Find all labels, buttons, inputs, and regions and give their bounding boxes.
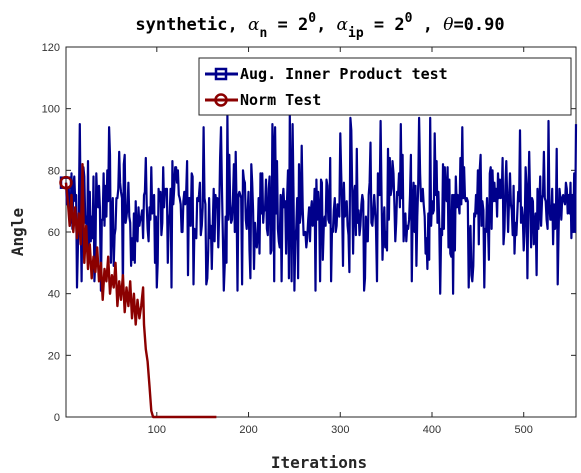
x-tick-label: 100 xyxy=(148,424,166,436)
series-norm-test-line xyxy=(64,162,217,419)
legend-marker-square-icon xyxy=(214,67,228,81)
y-tick-label: 120 xyxy=(42,42,60,54)
x-tick-label: 200 xyxy=(239,424,257,436)
title-alpha-ip-symbol: α xyxy=(337,15,349,35)
y-tick-label: 20 xyxy=(48,350,60,362)
y-tick-label: 40 xyxy=(48,289,60,301)
title-alpha-n-eq: = 2 xyxy=(267,15,308,35)
series-norm-test-marker xyxy=(59,175,73,190)
chart-title: synthetic, αn = 20, αip = 20 , θ=0.90 xyxy=(135,11,504,41)
legend-box xyxy=(198,57,572,116)
legend: Aug. Inner Product test Norm Test xyxy=(198,57,572,116)
x-tick-label: 400 xyxy=(423,424,441,436)
x-axis-label: Iterations xyxy=(271,453,367,472)
title-alpha-ip-superscript: 0 xyxy=(405,11,413,26)
x-tick-label: 500 xyxy=(515,424,533,436)
title-separator: , xyxy=(316,15,336,35)
title-alpha-ip-subscript: ip xyxy=(348,26,364,41)
x-tick-label: 300 xyxy=(331,424,349,436)
title-separator-2: , xyxy=(412,15,443,35)
y-axis-label: Angle xyxy=(8,208,27,256)
legend-marker-circle-icon xyxy=(214,93,228,107)
y-tick-label: 60 xyxy=(48,227,60,239)
title-alpha-n-subscript: n xyxy=(259,26,267,41)
title-theta-symbol: θ xyxy=(443,15,453,35)
title-theta-eq: =0.90 xyxy=(453,15,504,35)
legend-label-norm-test: Norm Test xyxy=(240,91,321,109)
axis-ticks: 100 200 300 400 500 0 20 40 60 80 100 120 xyxy=(42,42,576,436)
title-prefix: synthetic, xyxy=(135,15,248,35)
series-lines xyxy=(59,113,578,419)
title-alpha-n-symbol: α xyxy=(248,15,260,35)
y-tick-label: 80 xyxy=(48,165,60,177)
legend-label-aug-inner-product: Aug. Inner Product test xyxy=(240,65,448,83)
title-alpha-ip-eq: = 2 xyxy=(364,15,405,35)
title-alpha-n-superscript: 0 xyxy=(308,11,316,26)
y-tick-label: 0 xyxy=(54,412,60,424)
series-aug-inner-product-line xyxy=(64,113,578,295)
y-tick-label: 100 xyxy=(42,104,60,116)
